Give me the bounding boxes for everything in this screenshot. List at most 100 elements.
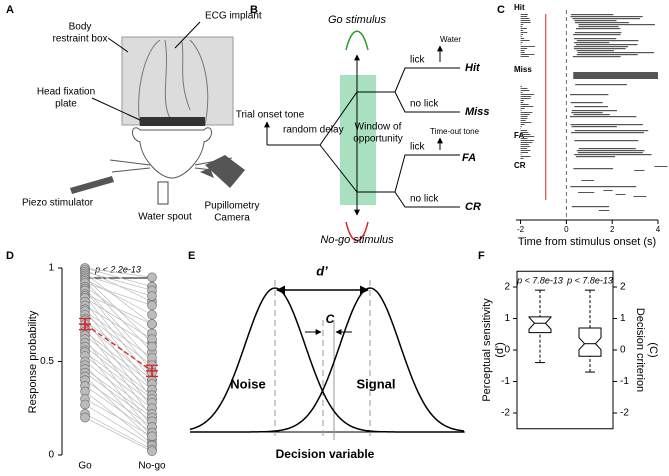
raster-row <box>577 52 655 54</box>
nogo-wave <box>345 221 369 242</box>
pair-line <box>84 379 153 428</box>
pair-line <box>84 398 153 437</box>
raster-row <box>574 38 617 40</box>
raster-row <box>570 14 614 16</box>
row-label: Hit <box>514 3 525 12</box>
box <box>578 327 602 357</box>
label: Head fixation <box>37 87 95 98</box>
raster-pre <box>520 114 530 115</box>
pair-line <box>84 273 153 325</box>
point <box>147 291 157 301</box>
raster-pre <box>520 28 527 29</box>
x-tick-label: -2 <box>517 225 525 234</box>
raster-row <box>574 22 629 24</box>
pair-line <box>84 295 153 381</box>
raster-pre <box>520 142 533 143</box>
point <box>147 341 157 352</box>
raster-pre <box>520 40 530 41</box>
label: Water spout <box>138 212 192 223</box>
label: Miss <box>465 106 489 118</box>
raster-row <box>573 46 629 48</box>
label: Noise <box>230 376 265 391</box>
raster-row <box>578 148 636 150</box>
pair-line <box>84 335 153 390</box>
pair-line <box>84 293 153 325</box>
raster-pre <box>520 18 530 19</box>
point <box>147 319 157 329</box>
row-label: CR <box>514 161 526 170</box>
panel-label: B <box>250 4 258 16</box>
pair-line <box>84 314 153 366</box>
raster-row <box>574 32 622 34</box>
pair-line <box>84 361 153 415</box>
y-tick-label: -2 <box>620 408 629 419</box>
raster-pre <box>520 16 528 17</box>
label: Decision variable <box>276 447 375 461</box>
pair-line <box>84 288 153 362</box>
label: C <box>326 312 335 326</box>
raster-pre <box>520 20 531 21</box>
x-label: Time from stimulus onset (s) <box>518 236 656 248</box>
spout <box>157 181 169 205</box>
label: Pupillometry <box>204 201 259 212</box>
raster-pre <box>520 144 529 145</box>
raster-pre <box>520 56 529 57</box>
y-tick-label: 1 <box>48 263 54 274</box>
raster-dot <box>654 166 668 167</box>
label: Signal <box>356 376 395 391</box>
raster-row <box>576 150 645 152</box>
raster-pre <box>520 38 525 39</box>
raster-pre <box>520 152 529 153</box>
raster-pre <box>520 106 534 107</box>
raster-pre <box>520 90 530 91</box>
raster-pre <box>520 48 528 49</box>
label: lick <box>410 55 425 66</box>
panel-label: C <box>497 4 505 16</box>
label: Piezo stimulator <box>22 198 94 209</box>
box <box>528 316 552 334</box>
raster-row <box>572 56 621 58</box>
point <box>147 431 157 442</box>
x-tick-label: No-go <box>138 461 166 472</box>
pair-line <box>84 342 153 396</box>
raster-pre <box>520 136 535 137</box>
raster-pre <box>520 140 534 141</box>
raster-row <box>573 72 658 79</box>
label: No-go stimulus <box>320 234 394 246</box>
raster-pre <box>520 42 523 43</box>
y-label: Response probability <box>27 310 39 413</box>
raster-row <box>571 126 617 128</box>
raster-pre <box>520 34 523 35</box>
raster-pre <box>520 122 532 123</box>
panel-e: E d’ C Noise Signal Decision variable <box>188 250 465 461</box>
raster-pre <box>520 94 535 95</box>
raster-row <box>576 50 614 52</box>
x-tick-label: 2 <box>610 225 615 234</box>
raster-pre <box>520 124 525 125</box>
pair-line <box>84 351 153 403</box>
camera <box>200 155 245 188</box>
label: random delay <box>283 125 344 136</box>
raster-row <box>570 132 645 134</box>
pair-line <box>84 372 153 422</box>
pointer <box>107 37 129 53</box>
pair-line <box>84 267 153 278</box>
raster-row <box>572 18 641 20</box>
raster-pre <box>520 24 524 25</box>
raster-row <box>574 154 652 156</box>
raster-pre <box>520 154 522 155</box>
raster-pre <box>520 112 533 113</box>
raster-dot <box>633 196 647 197</box>
y2-label: (C) <box>647 342 659 357</box>
raster-row <box>576 156 616 158</box>
y-tick-label: 0 <box>620 345 626 356</box>
raster-dot <box>603 190 613 191</box>
raster-dot <box>634 170 645 171</box>
raster-row <box>576 40 639 42</box>
go-wave <box>345 30 369 51</box>
x-tick-label: 4 <box>656 225 661 234</box>
raster-row <box>570 94 609 96</box>
label: opportunity <box>353 134 402 145</box>
raster-pre <box>520 108 525 109</box>
panel-b: B Go stimulus No-go stimulus Trial onset… <box>236 4 490 246</box>
